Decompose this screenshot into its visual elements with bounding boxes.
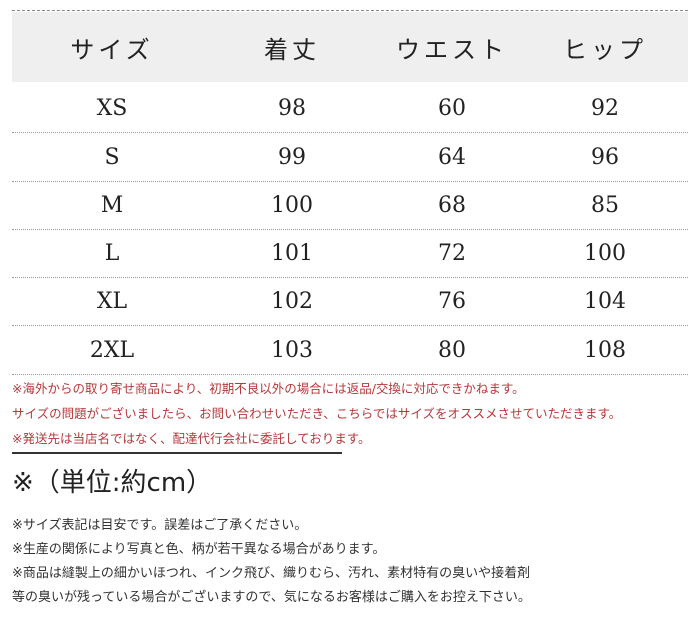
header-length: 着丈 [264, 35, 320, 64]
hip-cell: 85 [591, 192, 619, 218]
length-cell: 101 [271, 240, 313, 266]
length-cell: 98 [278, 95, 306, 121]
length-cell: 103 [271, 337, 313, 363]
header-waist: ウエスト [396, 35, 508, 64]
hip-cell: 108 [584, 337, 626, 363]
table-row: XL 102 76 104 [12, 277, 688, 326]
red-note: ※海外からの取り寄せ商品により、初期不良以外の場合には返品/交換に対応できかねま… [12, 381, 525, 396]
note: 等の臭いが残っている場合がございますので、気になるお客様はご購入をお控え下さい。 [12, 590, 531, 605]
red-note: サイズの問題がございましたら、お問い合わせいただき、こちらではサイズをオススメさ… [12, 406, 622, 421]
size-cell: XS [96, 95, 128, 121]
size-cell: S [104, 144, 120, 170]
size-cell: XL [96, 288, 128, 314]
table-row: M 100 68 85 [12, 181, 688, 230]
hip-cell: 104 [584, 288, 626, 314]
length-cell: 99 [278, 144, 306, 170]
divider [12, 452, 342, 454]
hip-cell: 92 [591, 95, 619, 121]
waist-cell: 80 [438, 337, 466, 363]
size-cell: M [100, 192, 124, 218]
red-note: ※発送先は当店名ではなく、配達代行会社に委託しております。 [12, 431, 371, 446]
hip-cell: 100 [584, 240, 626, 266]
table-row: 2XL 103 80 108 [12, 326, 688, 375]
table-row: S 99 64 96 [12, 133, 688, 182]
unit-label: ※（単位:約cm） [12, 468, 213, 498]
table-header: サイズ 着丈 ウエスト ヒップ [12, 12, 688, 82]
note: ※商品は縫製上の細かいほつれ、インク飛び、織りむら、汚れ、素材特有の臭いや接着剤 [12, 566, 531, 581]
length-cell: 102 [271, 288, 313, 314]
waist-cell: 68 [438, 192, 466, 218]
note: ※生産の関係により写真と色、柄が若干異なる場合があります。 [12, 542, 386, 557]
table-row: XS 98 60 92 [12, 84, 688, 133]
size-cell: 2XL [89, 337, 135, 363]
divider [12, 10, 688, 11]
size-cell: L [104, 240, 120, 266]
waist-cell: 76 [438, 288, 466, 314]
table-row: L 101 72 100 [12, 229, 688, 278]
length-cell: 100 [271, 192, 313, 218]
waist-cell: 60 [438, 95, 466, 121]
note: ※サイズ表記は目安です。誤差はご了承ください。 [12, 518, 308, 533]
waist-cell: 72 [438, 240, 466, 266]
header-size: サイズ [70, 35, 154, 64]
waist-cell: 64 [438, 144, 466, 170]
hip-cell: 96 [591, 144, 619, 170]
header-hip: ヒップ [563, 35, 647, 64]
